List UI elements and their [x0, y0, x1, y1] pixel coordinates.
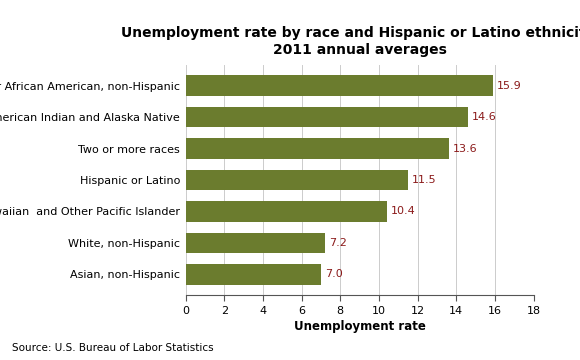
Bar — [186, 264, 321, 285]
Bar — [186, 201, 387, 222]
Bar — [186, 75, 493, 96]
Bar — [186, 233, 325, 253]
Text: 11.5: 11.5 — [412, 175, 436, 185]
Title: Unemployment rate by race and Hispanic or Latino ethnicity,
2011 annual averages: Unemployment rate by race and Hispanic o… — [121, 27, 580, 57]
X-axis label: Unemployment rate: Unemployment rate — [293, 320, 426, 333]
Bar — [186, 138, 448, 159]
Bar — [186, 107, 468, 127]
Text: 10.4: 10.4 — [390, 207, 415, 216]
Text: 15.9: 15.9 — [497, 81, 521, 90]
Text: Source: U.S. Bureau of Labor Statistics: Source: U.S. Bureau of Labor Statistics — [12, 343, 213, 353]
Text: 7.2: 7.2 — [329, 238, 346, 248]
Text: 7.0: 7.0 — [325, 270, 343, 279]
Text: 13.6: 13.6 — [452, 144, 477, 153]
Text: 14.6: 14.6 — [472, 112, 496, 122]
Bar — [186, 170, 408, 190]
